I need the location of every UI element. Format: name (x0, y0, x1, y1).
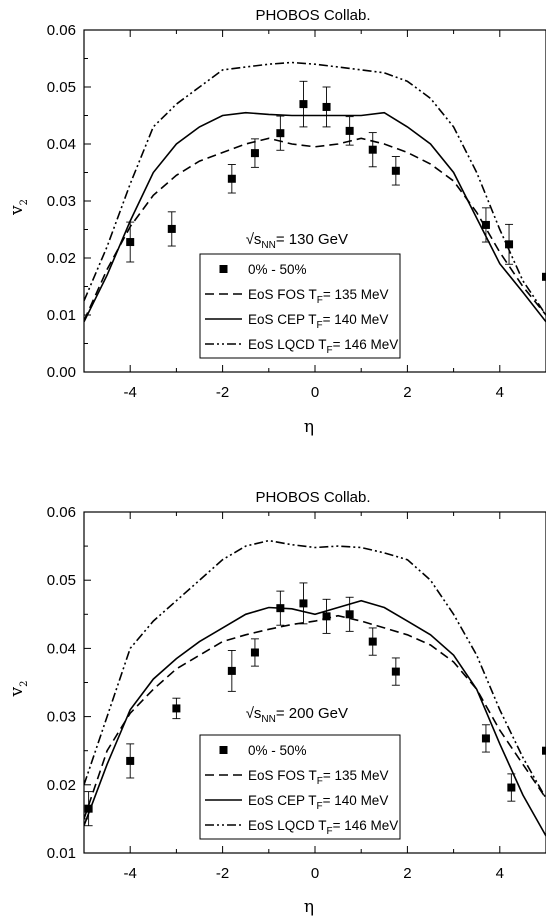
y-tick-label: 0.02 (47, 777, 76, 794)
data-point (542, 746, 546, 755)
chart-title: PHOBOS Collab. (255, 7, 370, 24)
data-point (227, 666, 236, 675)
x-tick-label: 4 (496, 384, 504, 401)
y-tick-label: 0.06 (47, 22, 76, 39)
data-point (227, 174, 236, 183)
x-tick-label: -2 (216, 384, 229, 401)
y-tick-label: 0.06 (47, 504, 76, 521)
data-point (250, 648, 259, 657)
panel-200gev: PHOBOS Collab. -4 -2 0 2 4 0.01 0.02 0.03 0.04 0.0… (7, 489, 546, 916)
legend-label: EoS LQCD TF= 146 MeV (248, 818, 398, 837)
data-point (126, 238, 135, 247)
series-line-solid (84, 599, 546, 837)
data-point (481, 220, 490, 229)
y-axis-label: v2 (7, 199, 30, 216)
panel-130gev: PHOBOS Collab. -4 -2 0 2 4 0.00 0.01 0.02 0.03 0.0… (7, 7, 546, 437)
legend-label: 0% - 50% (248, 262, 307, 277)
data-point (172, 704, 181, 713)
y-tick-label: 0.01 (47, 845, 76, 862)
legend-marker (219, 746, 228, 754)
data-point (276, 604, 285, 613)
data-point (167, 224, 176, 233)
legend-label: EoS CEP TF= 140 MeV (248, 793, 388, 812)
series-line-dash-dot-dot (84, 61, 546, 316)
x-tick-label: 2 (403, 384, 411, 401)
data-point (299, 100, 308, 109)
data-point (505, 240, 514, 249)
energy-annotation: √sNN= 130 GeV (246, 231, 348, 251)
legend-marker (219, 265, 228, 273)
data-point (84, 804, 93, 813)
data-point (368, 637, 377, 646)
energy-annotation: √sNN= 200 GeV (246, 705, 348, 725)
y-tick-label: 0.02 (47, 250, 76, 267)
legend-label: EoS FOS TF= 135 MeV (248, 287, 389, 306)
legend-box (199, 734, 401, 840)
series-line-solid (84, 111, 546, 323)
data-point (368, 145, 377, 154)
data-point (322, 102, 331, 111)
y-tick-label: 0.01 (47, 307, 76, 324)
data-point (345, 126, 354, 135)
y-tick-label: 0.05 (47, 572, 76, 589)
x-tick-label: -2 (216, 865, 229, 882)
y-tick-label: 0.03 (47, 193, 76, 210)
y-axis-label: v2 (7, 681, 30, 698)
x-tick-label: -4 (124, 865, 137, 882)
legend-box (199, 253, 401, 359)
data-point (276, 129, 285, 138)
data-point (345, 610, 354, 619)
series-line-dash-dot-dot (84, 539, 546, 799)
legend-label: 0% - 50% (248, 743, 307, 758)
y-tick-label: 0.00 (47, 364, 76, 381)
data-point (322, 612, 331, 621)
data-point (542, 272, 546, 281)
x-axis-label: η (304, 417, 314, 437)
legend-label: EoS FOS TF= 135 MeV (248, 768, 389, 787)
legend-label: EoS CEP TF= 140 MeV (248, 312, 388, 331)
x-tick-label: 0 (311, 384, 319, 401)
legend-label: EoS LQCD TF= 146 MeV (248, 337, 398, 356)
chart-title: PHOBOS Collab. (255, 489, 370, 506)
data-point (507, 783, 516, 792)
data-point (481, 734, 490, 743)
data-point (299, 599, 308, 608)
x-tick-label: 0 (311, 865, 319, 882)
x-tick-label: 4 (496, 865, 504, 882)
x-tick-label: 2 (403, 865, 411, 882)
y-tick-label: 0.03 (47, 709, 76, 726)
data-point (126, 756, 135, 765)
y-tick-label: 0.05 (47, 79, 76, 96)
y-tick-label: 0.04 (47, 136, 76, 153)
data-point (391, 166, 400, 175)
y-tick-label: 0.04 (47, 640, 76, 657)
data-point (391, 667, 400, 676)
x-axis-label: η (304, 897, 314, 916)
data-point (250, 149, 259, 158)
x-tick-label: -4 (124, 384, 137, 401)
series-line-dash (84, 614, 546, 820)
